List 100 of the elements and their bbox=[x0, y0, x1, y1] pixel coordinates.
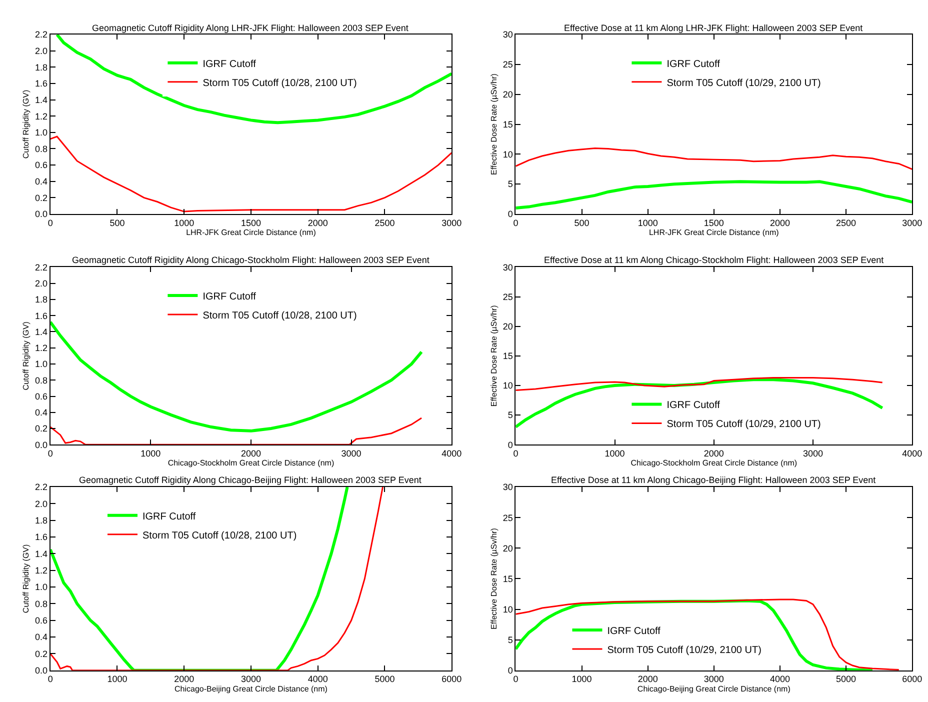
y-tick-label: 0.8 bbox=[35, 144, 48, 154]
x-axis-title: Chicago-Stockholm Great Circle Distance (nm) bbox=[630, 458, 798, 468]
y-tick-label: 2.0 bbox=[35, 278, 48, 288]
legend-label: Storm T05 Cutoff (10/28, 2100 UT) bbox=[202, 310, 357, 322]
line-series bbox=[516, 180, 912, 210]
y-tick-label: 25 bbox=[502, 292, 513, 302]
x-axis-title: Chicago-Beijing Great Circle Distance (nm) bbox=[174, 684, 328, 694]
y-tick-label: 1.2 bbox=[35, 111, 48, 122]
x-tick-label: 2000 bbox=[704, 448, 724, 458]
y-tick-label: 15 bbox=[502, 574, 513, 584]
legend-label: Storm T05 Cutoff (10/29, 2100 UT) bbox=[666, 78, 821, 89]
x-axis-title: LHR-JFK Great Circle Distance (nm) bbox=[648, 228, 780, 237]
legend-label: Storm T05 Cutoff (10/29, 2100 UT) bbox=[607, 644, 762, 656]
y-tick-label: 30 bbox=[502, 30, 513, 40]
y-tick-label: 1.0 bbox=[35, 359, 48, 370]
x-tick-label: 3000 bbox=[704, 674, 724, 684]
chart-title: Effective Dose at 11 km Along Chicago-Beijing Flight: Halloween 2003 SEP Event bbox=[551, 475, 876, 485]
x-tick-label: 1000 bbox=[604, 448, 625, 458]
x-axis-title: Chicago-Stockholm Great Circle Distance (nm) bbox=[168, 458, 334, 468]
y-tick-label: 0.0 bbox=[35, 666, 48, 676]
y-axis-title: Effective Dose Rate (µSv/hr) bbox=[490, 528, 499, 630]
x-tick-label: 3000 bbox=[240, 674, 261, 684]
x-tick-label: 5000 bbox=[836, 674, 856, 684]
x-tick-label: 2500 bbox=[836, 218, 856, 228]
chart-title: Effective Dose at 11 km Along Chicago-Stockholm Flight: Halloween 2003 SEP Event bbox=[544, 255, 884, 265]
y-tick-label: 30 bbox=[502, 262, 513, 272]
legend-label: IGRF Cutoff bbox=[202, 58, 256, 70]
y-tick-label: 1.6 bbox=[35, 310, 48, 321]
y-tick-label: 1.6 bbox=[35, 78, 48, 89]
x-tick-label: 3000 bbox=[341, 448, 362, 458]
y-tick-label: 2.2 bbox=[35, 262, 48, 272]
y-tick-label: 0 bbox=[508, 440, 513, 450]
chart-title: Geomagnetic Cutoff Rigidity Along Chicago-Stockholm Flight: Halloween 2003 SEP Event bbox=[72, 255, 430, 265]
x-tick-label: 2000 bbox=[240, 448, 261, 458]
y-tick-label: 5 bbox=[508, 410, 513, 420]
chart-title: Geomagnetic Cutoff Rigidity Along LHR-JFK Flight: Halloween 2003 SEP Event bbox=[92, 23, 409, 33]
y-tick-label: 10 bbox=[502, 380, 513, 391]
x-tick-label: 3000 bbox=[902, 218, 922, 228]
x-axis-title: LHR-JFK Great Circle Distance (nm) bbox=[186, 228, 316, 237]
line-series bbox=[516, 377, 884, 391]
y-axis-title: Effective Dose Rate (µSv/hr) bbox=[490, 304, 499, 407]
y-tick-label: 0.6 bbox=[35, 391, 48, 402]
line-series bbox=[50, 320, 424, 432]
y-tick-label: 0.6 bbox=[35, 160, 48, 170]
y-tick-label: 20 bbox=[502, 322, 513, 332]
y-tick-label: 0.4 bbox=[35, 632, 48, 642]
y-tick-label: 1.4 bbox=[35, 94, 48, 105]
y-tick-label: 10 bbox=[502, 149, 513, 160]
x-tick-label: 2000 bbox=[770, 218, 790, 228]
x-tick-label: 2000 bbox=[638, 674, 658, 684]
x-tick-label: 1500 bbox=[704, 218, 724, 228]
y-tick-label: 0.2 bbox=[35, 648, 48, 659]
y-tick-label: 0 bbox=[508, 209, 513, 220]
y-tick-label: 2.0 bbox=[35, 498, 48, 509]
legend-label: IGRF Cutoff bbox=[202, 291, 256, 302]
legend-label: Storm T05 Cutoff (10/28, 2100 UT) bbox=[142, 530, 297, 542]
y-tick-label: 1.6 bbox=[35, 532, 48, 542]
legend-label: Storm T05 Cutoff (10/28, 2100 UT) bbox=[202, 78, 357, 89]
x-tick-label: 6000 bbox=[902, 674, 922, 684]
line-series bbox=[50, 417, 422, 445]
legend-label: IGRF Cutoff bbox=[666, 58, 720, 70]
x-tick-label: 4000 bbox=[442, 448, 462, 458]
y-tick-label: 1.4 bbox=[35, 326, 48, 337]
x-tick-label: 1000 bbox=[174, 218, 194, 228]
y-axis-title: Cutoff Rigidity (GV) bbox=[22, 544, 31, 614]
y-axis-title: Cutoff Rigidity (GV) bbox=[22, 90, 31, 159]
y-tick-label: 25 bbox=[502, 512, 513, 523]
line-series bbox=[516, 147, 912, 170]
x-axis-title: Chicago-Beijing Great Circle Distance (nm) bbox=[637, 684, 791, 694]
x-tick-label: 500 bbox=[110, 218, 125, 228]
y-tick-label: 1.4 bbox=[35, 548, 48, 559]
x-tick-label: 500 bbox=[574, 218, 590, 228]
y-tick-label: 5 bbox=[508, 179, 513, 190]
y-tick-label: 0.4 bbox=[35, 408, 48, 418]
y-tick-label: 1.8 bbox=[35, 516, 48, 526]
y-tick-label: 0.6 bbox=[35, 616, 48, 626]
y-tick-label: 0 bbox=[508, 666, 513, 676]
y-axis-title: Effective Dose Rate (µSv/hr) bbox=[490, 73, 499, 175]
line-series bbox=[56, 34, 452, 124]
y-tick-label: 0.2 bbox=[35, 424, 48, 434]
y-tick-label: 25 bbox=[502, 60, 513, 70]
y-tick-label: 10 bbox=[502, 604, 513, 614]
y-tick-label: 0.2 bbox=[35, 192, 48, 203]
chart-title: Geomagnetic Cutoff Rigidity Along Chicago-Beijing Flight: Halloween 2003 SEP Event bbox=[79, 475, 422, 485]
x-tick-label: 1000 bbox=[572, 674, 592, 684]
y-tick-label: 15 bbox=[502, 351, 513, 362]
legend-label: IGRF Cutoff bbox=[607, 626, 661, 637]
y-tick-label: 20 bbox=[502, 90, 513, 100]
y-tick-label: 1.8 bbox=[35, 294, 48, 305]
y-axis-title: Cutoff Rigidity (GV) bbox=[22, 321, 31, 390]
x-tick-label: 6000 bbox=[442, 674, 462, 684]
y-tick-label: 30 bbox=[502, 482, 513, 492]
y-tick-label: 0.0 bbox=[35, 209, 48, 220]
y-tick-label: 5 bbox=[508, 634, 513, 645]
y-tick-label: 1.2 bbox=[35, 566, 48, 576]
x-tick-label: 1000 bbox=[140, 448, 161, 458]
y-tick-label: 0.4 bbox=[35, 176, 48, 187]
x-tick-label: 4000 bbox=[308, 674, 328, 684]
legend-label: IGRF Cutoff bbox=[666, 400, 720, 412]
x-tick-label: 1000 bbox=[638, 218, 658, 228]
